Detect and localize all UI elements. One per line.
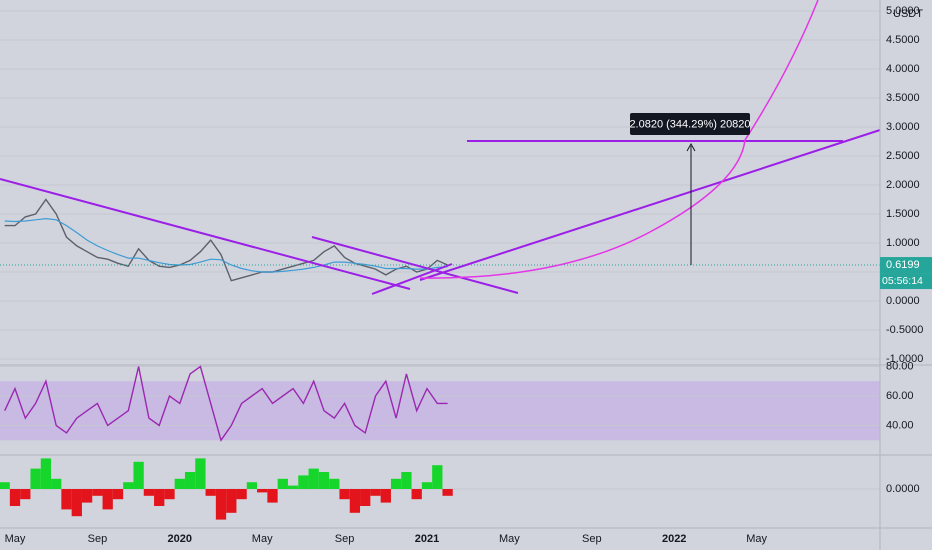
grid-layer [0, 10, 880, 490]
histogram-bar [267, 489, 278, 503]
countdown-label: 05:56:14 [882, 275, 923, 287]
currency: USDT [893, 8, 923, 20]
histogram-bar [370, 489, 381, 496]
histogram-bar [421, 482, 433, 489]
x-tick-label: 2021 [415, 533, 439, 545]
histogram-bar [102, 489, 113, 510]
y-tick-label: -0.5000 [886, 324, 923, 336]
series-line [4, 365, 448, 442]
histogram-bar [30, 468, 41, 489]
data-layer [0, 198, 880, 520]
histogram-bar [71, 489, 82, 517]
histogram-bar [360, 489, 371, 506]
series-line [4, 217, 448, 273]
histogram-bar [401, 472, 412, 489]
histogram-bar [339, 489, 350, 500]
histogram-bar [308, 468, 319, 489]
histogram-bar [174, 478, 185, 489]
countdown-tag [880, 273, 932, 290]
x-tick-label: 2020 [168, 533, 192, 545]
y-tick-label: 4.5000 [886, 34, 920, 46]
drawings: 2.0820 (344.29%) 20820 [0, 0, 881, 295]
arrow-head [686, 142, 696, 152]
histogram-bar [154, 489, 165, 506]
y-tick-label: 1.5000 [886, 208, 920, 220]
histogram-bar [442, 489, 453, 496]
histogram-bar [411, 489, 422, 500]
histogram-bar [20, 489, 31, 500]
measure-label: 2.0820 (344.29%) 20820 [629, 118, 750, 130]
series-line [4, 198, 448, 282]
histogram-bar [164, 489, 175, 500]
price-tag [880, 257, 932, 274]
rsi-band [0, 381, 880, 441]
histogram-bar [51, 478, 62, 489]
histogram-bar [205, 489, 216, 496]
y-tick-label: 60.00 [886, 390, 914, 402]
measure-box [630, 113, 750, 135]
histogram-bar [0, 482, 10, 489]
histogram-bar [40, 458, 52, 489]
price-tag-label: 0.6199 [886, 259, 920, 271]
y-tick-label: 3.0000 [886, 121, 920, 133]
histogram-bar [81, 489, 93, 503]
y-tick-label: 3.5000 [886, 92, 920, 104]
histogram-bar [133, 461, 144, 489]
x-tick-label: May [5, 533, 26, 545]
histogram-bar [329, 478, 340, 489]
y-tick-label: 2.0000 [886, 179, 920, 191]
trendline [371, 263, 453, 295]
y-tick-label: 40.00 [886, 419, 914, 431]
histogram-bar [432, 465, 443, 489]
x-tick-label: May [252, 533, 273, 545]
histogram-bar [226, 489, 237, 513]
histogram-bar [277, 478, 288, 489]
histogram-bar [184, 472, 196, 489]
trendline [419, 129, 881, 281]
axis-layer: May Sep 2020 May Sep 2021 May Sep 2022 May -1.0000… [5, 5, 932, 545]
y-tick-label: 1.0000 [886, 237, 920, 249]
histogram-bar [380, 489, 391, 503]
parabolic-curve [419, 0, 819, 279]
histogram-bar [390, 478, 402, 489]
y-tick-label: 5.0000 [886, 5, 920, 17]
histogram-bar [61, 489, 72, 510]
trendline [0, 178, 411, 290]
x-tick-label: Sep [335, 533, 355, 545]
histogram-bar [215, 489, 227, 520]
histogram-bar [143, 489, 155, 496]
histogram-bar [236, 489, 247, 500]
y-tick-label: -1.0000 [886, 353, 923, 365]
y-tick-label: 0.0000 [886, 483, 920, 495]
histogram-bar [92, 489, 103, 496]
histogram-bar [195, 458, 206, 489]
y-tick-label: 80.00 [886, 360, 914, 372]
histogram-bar [257, 489, 268, 493]
x-tick-label: Sep [582, 533, 602, 545]
y-tick-label: 2.5000 [886, 150, 920, 162]
y-tick-label: 4.0000 [886, 63, 920, 75]
x-tick-label: 2022 [662, 533, 686, 545]
histogram-bar [112, 489, 124, 500]
x-tick-label: May [746, 533, 767, 545]
x-tick-label: Sep [88, 533, 108, 545]
histogram-bar [287, 485, 299, 489]
histogram-bar [123, 482, 134, 489]
x-tick-label: May [499, 533, 520, 545]
histogram-bar [298, 475, 309, 489]
histogram-bar [9, 489, 21, 506]
trendline [311, 236, 519, 294]
histogram-bar [246, 482, 258, 489]
histogram-bar [349, 489, 361, 513]
histogram-bar [318, 472, 330, 489]
y-tick-label: 0.0000 [886, 295, 920, 307]
